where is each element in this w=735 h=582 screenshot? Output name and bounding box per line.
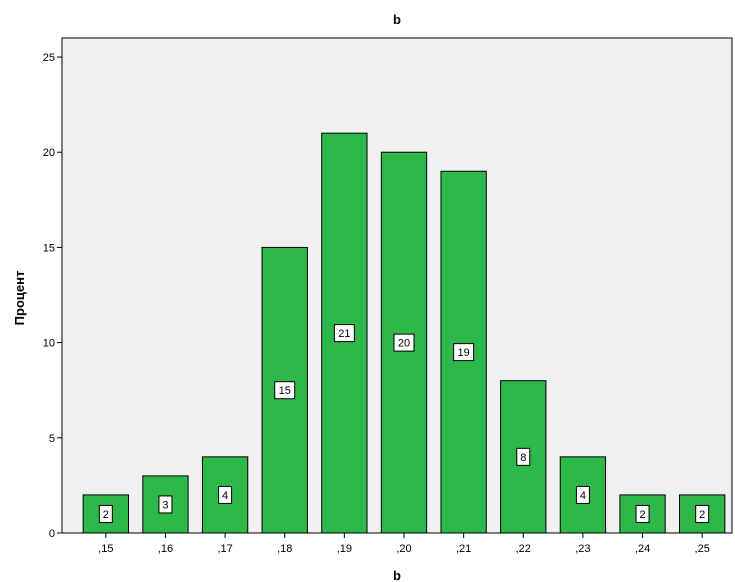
data-label-box xyxy=(516,447,531,466)
x-tick-label: ,15 xyxy=(98,543,113,555)
data-label: 2 xyxy=(639,509,645,521)
y-tick-label: 25 xyxy=(43,52,55,64)
y-tick-label: 15 xyxy=(43,242,55,254)
data-label-box xyxy=(98,504,113,523)
x-axis-label: b xyxy=(393,568,401,582)
x-tick-label: ,23 xyxy=(575,543,590,555)
data-label: 4 xyxy=(222,490,228,502)
x-tick-label: ,16 xyxy=(158,543,173,555)
data-label-box xyxy=(635,504,650,523)
y-axis: 0 5 10 15 20 25 xyxy=(43,52,62,540)
x-tick-label: ,18 xyxy=(277,543,292,555)
x-tick-label: ,22 xyxy=(516,543,531,555)
x-tick-label: ,24 xyxy=(635,543,650,555)
data-label-box xyxy=(695,504,710,523)
y-tick-label: 10 xyxy=(43,338,55,350)
data-label: 3 xyxy=(162,499,168,511)
y-tick-label: 0 xyxy=(49,528,55,540)
data-label: 2 xyxy=(103,509,109,521)
data-label: 4 xyxy=(580,490,586,502)
data-label-box xyxy=(274,381,296,400)
data-label: 19 xyxy=(458,347,470,359)
data-label-box xyxy=(218,485,233,504)
x-tick-label: ,19 xyxy=(337,543,352,555)
data-label: 8 xyxy=(520,452,526,464)
y-tick-label: 20 xyxy=(43,147,55,159)
data-label-box xyxy=(453,343,475,362)
data-label: 20 xyxy=(398,338,410,350)
chart-title: b xyxy=(393,12,401,27)
data-label-box xyxy=(333,324,355,343)
y-tick-label: 5 xyxy=(49,433,55,445)
x-tick-label: ,21 xyxy=(456,543,471,555)
bars-group: 2 3 4 15 21 20 19 8 4 2 2 xyxy=(82,132,726,534)
x-tick-label: ,17 xyxy=(217,543,232,555)
data-label: 2 xyxy=(699,509,705,521)
x-tick-label: ,25 xyxy=(695,543,710,555)
y-axis-label: Процент xyxy=(12,271,27,326)
data-label-box xyxy=(393,333,415,352)
data-label-box xyxy=(158,495,173,514)
data-label: 15 xyxy=(279,385,291,397)
data-label: 21 xyxy=(338,328,350,340)
x-tick-label: ,20 xyxy=(396,543,411,555)
data-label-box xyxy=(575,485,590,504)
x-axis: ,15 ,16 ,17 ,18 ,19 ,20 ,21 ,22 ,23 ,24 ,25 xyxy=(98,533,710,555)
